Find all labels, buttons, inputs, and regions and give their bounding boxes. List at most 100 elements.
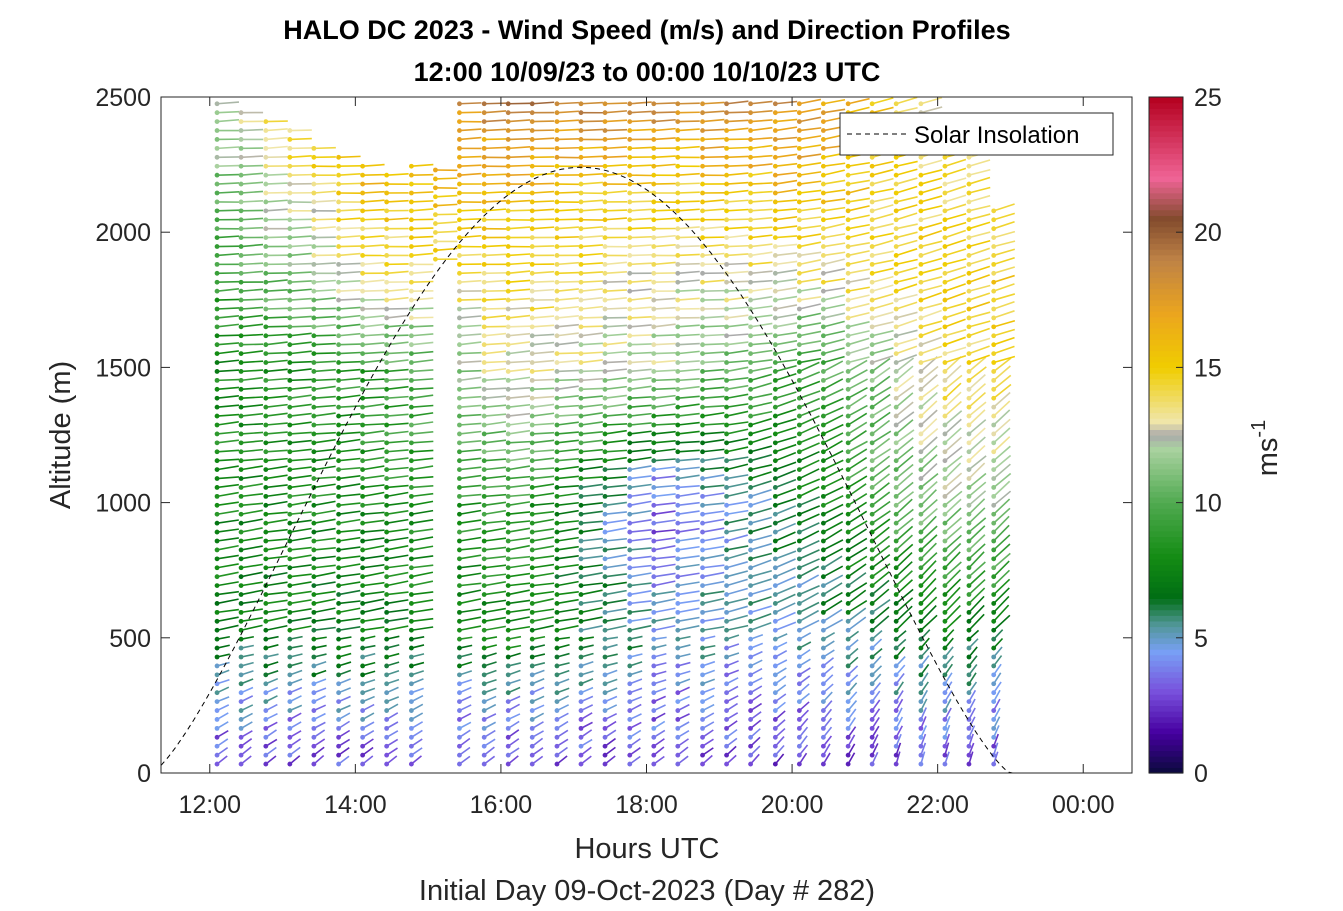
wind-barb-shaft: [532, 387, 555, 391]
wind-barb-dot: [700, 386, 705, 392]
wind-barb-shaft: [920, 384, 939, 399]
colorbar-stripe: [1149, 643, 1183, 650]
wind-barb-dot: [214, 583, 220, 589]
wind-barb-shaft: [386, 385, 409, 391]
wind-barb-dot: [651, 440, 657, 446]
wind-barb-shaft: [241, 226, 264, 230]
wind-barb-shaft: [313, 146, 336, 150]
wind-barb-dot: [724, 645, 729, 651]
wind-barb-shaft: [968, 561, 986, 578]
wind-barb-shaft: [459, 536, 482, 542]
wind-barb-shaft: [799, 216, 822, 221]
wind-barb-dot: [796, 520, 802, 526]
wind-barb-dot: [457, 244, 462, 249]
wind-barb-shaft: [604, 163, 628, 168]
wind-barb-dot: [481, 458, 487, 464]
wind-barb-shaft: [508, 403, 531, 408]
wind-barb-dot: [481, 565, 487, 571]
wind-barb-shaft: [847, 572, 867, 587]
wind-barb-shaft: [750, 322, 773, 328]
wind-barb-dot: [238, 395, 244, 401]
wind-barb-dot: [796, 761, 802, 767]
wind-barb-dot: [918, 413, 924, 419]
wind-barb-shaft: [556, 590, 579, 596]
wind-barb-shaft: [411, 200, 434, 203]
wind-barb-dot: [263, 761, 269, 767]
wind-barb-shaft: [629, 253, 652, 257]
wind-barb-shaft: [653, 243, 676, 248]
wind-barb-dot: [991, 386, 997, 392]
wind-barb-dot: [360, 253, 366, 258]
wind-barb-dot: [336, 502, 342, 508]
wind-barb-shaft: [484, 395, 507, 400]
wind-barb-dot: [942, 306, 948, 312]
wind-barb-shaft: [313, 334, 336, 337]
wind-barb-dot: [481, 395, 487, 401]
wind-barb-shaft: [895, 375, 915, 390]
wind-barb-shaft: [750, 559, 772, 569]
wind-barb-shaft: [508, 440, 531, 444]
colorbar-stripe: [1149, 519, 1183, 526]
wind-barb-dot: [481, 574, 487, 580]
wind-barb-dot: [263, 333, 269, 339]
wind-barb-shaft: [799, 340, 822, 346]
wind-barb-shaft: [920, 309, 942, 319]
wind-barb-dot: [578, 395, 584, 401]
wind-barb-dot: [505, 592, 511, 597]
wind-barb-shaft: [580, 377, 603, 382]
wind-barb-shaft: [556, 448, 579, 453]
wind-barb-dot: [481, 645, 487, 651]
wind-barb-shaft: [775, 171, 798, 176]
wind-barb-shaft: [362, 626, 385, 632]
wind-barb-dot: [578, 627, 584, 633]
wind-barb-dot: [724, 386, 729, 392]
wind-barb-dot: [311, 752, 317, 758]
wind-barb-dot: [772, 128, 778, 133]
wind-barb-shaft: [435, 230, 458, 234]
wind-barb-shaft: [847, 563, 867, 578]
wind-barb-shaft: [289, 288, 312, 292]
wind-barb-shaft: [726, 111, 749, 114]
wind-barb-dot: [408, 681, 414, 687]
wind-barb-shaft: [847, 337, 870, 346]
wind-barb-dot: [942, 315, 948, 321]
wind-barb-shaft: [604, 429, 627, 435]
wind-barb-dot: [336, 333, 342, 339]
wind-barb-dot: [360, 609, 366, 615]
wind-barb-dot: [700, 270, 705, 276]
wind-barb-dot: [724, 404, 729, 410]
wind-barb-shaft: [265, 484, 288, 489]
wind-barb-shaft: [944, 328, 967, 337]
wind-barb-dot: [772, 377, 778, 383]
wind-barb-dot: [700, 743, 705, 749]
wind-barb-shaft: [556, 580, 579, 587]
wind-barb-dot: [918, 601, 924, 606]
wind-barb-dot: [845, 190, 851, 196]
wind-barb-dot: [869, 467, 875, 473]
colorbar-stripe: [1149, 147, 1183, 154]
wind-barb-shaft: [775, 100, 798, 105]
wind-barb-shaft: [920, 345, 942, 355]
chart-title-line-1: HALO DC 2023 - Wind Speed (m/s) and Dire…: [283, 15, 1010, 45]
wind-barb-dot: [651, 708, 657, 713]
wind-barb-shaft: [847, 510, 868, 524]
wind-barb-dot: [481, 511, 487, 517]
wind-barb-dot: [505, 208, 511, 214]
wind-barb-dot: [481, 324, 487, 330]
wind-barb-dot: [893, 306, 899, 312]
wind-barb-dot: [772, 270, 778, 276]
wind-barb-shaft: [484, 342, 507, 346]
wind-barb-dot: [820, 199, 826, 205]
colorbar-stripe: [1149, 750, 1183, 757]
wind-barb-dot: [675, 449, 681, 455]
wind-barb-shaft: [750, 100, 773, 105]
wind-barb-dot: [529, 253, 535, 258]
wind-barb-dot: [918, 761, 924, 767]
wind-barb-dot: [384, 360, 390, 365]
wind-barb-shaft: [968, 543, 986, 560]
wind-barb-shaft: [459, 430, 482, 435]
wind-barb-dot: [627, 360, 633, 365]
wind-barb-shaft: [750, 341, 773, 346]
wind-barb-shaft: [702, 456, 725, 462]
wind-barb-shaft: [677, 555, 700, 560]
